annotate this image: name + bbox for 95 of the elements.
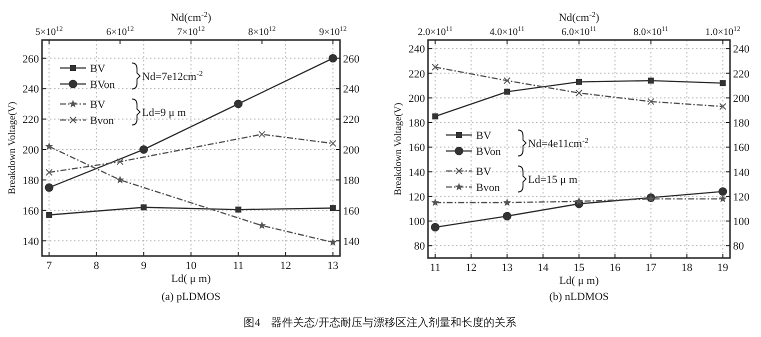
x2-tick-label: 7×10$^{12}$ [177, 25, 206, 38]
x2-tick-label: 8×10$^{12}$ [248, 25, 276, 38]
x2-tick-label: 6.0×10$^{11}$ [562, 25, 597, 38]
legend-label: BV [90, 99, 106, 111]
x-axis-title: Ld( μ m) [559, 275, 600, 287]
point [432, 113, 438, 120]
y2-tick-label: 260 [343, 53, 360, 66]
point [502, 212, 512, 220]
point [648, 78, 654, 84]
x-tick-label: 10 [186, 260, 197, 272]
y2-tick-label: 160 [343, 205, 360, 218]
caption: 图4 器件关态/开态耐压与漂移区注入剂量和长度的关系 [244, 316, 516, 329]
y-tick-label: 160 [408, 142, 426, 154]
y-tick-label: 100 [408, 216, 426, 228]
x-tick-label: 17 [645, 262, 657, 274]
y2-tick-label: 240 [343, 84, 360, 96]
point [235, 206, 242, 213]
y-tick-label: 200 [22, 144, 40, 157]
legend-label: BV [476, 166, 492, 178]
annotation: Ld=9 μ m [142, 107, 186, 119]
y-tick-label: 120 [408, 191, 426, 204]
x2-tick-label: 4.0×10$^{11}$ [490, 25, 526, 38]
y2-tick-label: 200 [733, 92, 750, 105]
y-tick-label: 220 [22, 114, 40, 126]
point [140, 204, 147, 210]
x2-tick-label: 1.0×10$^{12}$ [705, 25, 741, 38]
y-tick-label: 180 [408, 118, 426, 130]
y2-tick-label: 80 [733, 240, 744, 253]
y2-tick-label: 220 [343, 114, 360, 126]
x-tick-label: 18 [681, 262, 693, 274]
y2-tick-label: 120 [733, 191, 750, 204]
x-tick-label: 19 [717, 262, 729, 274]
text: (a) pLDMOS [162, 291, 220, 303]
legend-label: Bvon [476, 182, 500, 194]
y2-tick-label: 100 [733, 216, 750, 228]
x2-tick-label: 6×10$^{12}$ [106, 25, 134, 38]
y-tick-label: 140 [408, 166, 426, 179]
point [718, 187, 728, 196]
x-tick-label: 11 [430, 262, 440, 274]
point [504, 88, 510, 95]
x-tick-label: 12 [280, 260, 292, 272]
y2-tick-label: 160 [733, 142, 750, 154]
point [139, 145, 148, 154]
annotation: Ld=15 μ m [528, 174, 578, 186]
legend-label: BVon [90, 79, 116, 91]
legend-label: Bvon [90, 115, 114, 127]
y-tick-label: 240 [408, 44, 426, 56]
x-tick-label: 8 [94, 260, 100, 272]
x-tick-label: 9 [140, 260, 147, 272]
x-tick-label: 15 [574, 262, 585, 274]
y2-tick-label: 240 [733, 44, 750, 56]
x2-tick-label: 8.0×10$^{11}$ [633, 25, 669, 38]
x-tick-label: 11 [233, 260, 244, 272]
x2-tick-label: 9×10$^{12}$ [319, 25, 348, 38]
point [330, 205, 336, 212]
point [576, 78, 582, 85]
x-tick-label: 12 [466, 262, 477, 274]
y2-tick-label: 180 [343, 174, 360, 187]
x2-tick-label: 5×10$^{12}$ [35, 25, 64, 38]
y2-tick-label: 140 [343, 236, 360, 248]
y-axis-title: Breakdown Voltage(V) [7, 102, 18, 194]
x-tick-label: 13 [502, 262, 514, 274]
x2-axis-title: Nd(cm$^{-2}$) [558, 10, 600, 24]
x-tick-label: 7 [46, 260, 52, 272]
legend-label: BVon [476, 146, 502, 158]
point [430, 222, 440, 232]
point [46, 212, 52, 218]
y-tick-label: 160 [22, 205, 40, 218]
x-tick-label: 14 [538, 262, 550, 274]
y2-tick-label: 220 [733, 68, 750, 80]
y2-tick-label: 180 [733, 118, 750, 130]
y2-tick-label: 200 [343, 144, 360, 157]
text: (b) nLDMOS [549, 291, 609, 303]
y-tick-label: 240 [22, 84, 40, 96]
point [44, 183, 54, 192]
y-tick-label: 260 [22, 53, 40, 66]
y-tick-label: 200 [408, 92, 426, 105]
x-tick-label: 13 [327, 260, 339, 272]
annotation: Nd=4e11cm$^{-2}$ [528, 136, 589, 150]
x-axis-title: Ld( μ m) [171, 273, 212, 285]
y-tick-label: 80 [414, 240, 426, 253]
y-tick-label: 220 [408, 68, 426, 80]
point [234, 100, 243, 108]
x2-axis-title: Nd(cm$^{-2}$) [170, 10, 212, 24]
legend-label: BV [476, 130, 492, 142]
y-tick-label: 180 [22, 174, 40, 187]
x-tick-label: 16 [609, 262, 621, 274]
point [328, 54, 338, 63]
y-axis-title: Breakdown Voltage(V) [393, 102, 404, 196]
annotation: Nd=7e12cm$^{-2}$ [142, 68, 204, 83]
y2-tick-label: 140 [733, 166, 750, 179]
point [720, 80, 726, 86]
legend-label: BV [90, 63, 106, 75]
x2-tick-label: 2.0×10$^{11}$ [418, 25, 454, 38]
y-tick-label: 140 [22, 236, 40, 248]
